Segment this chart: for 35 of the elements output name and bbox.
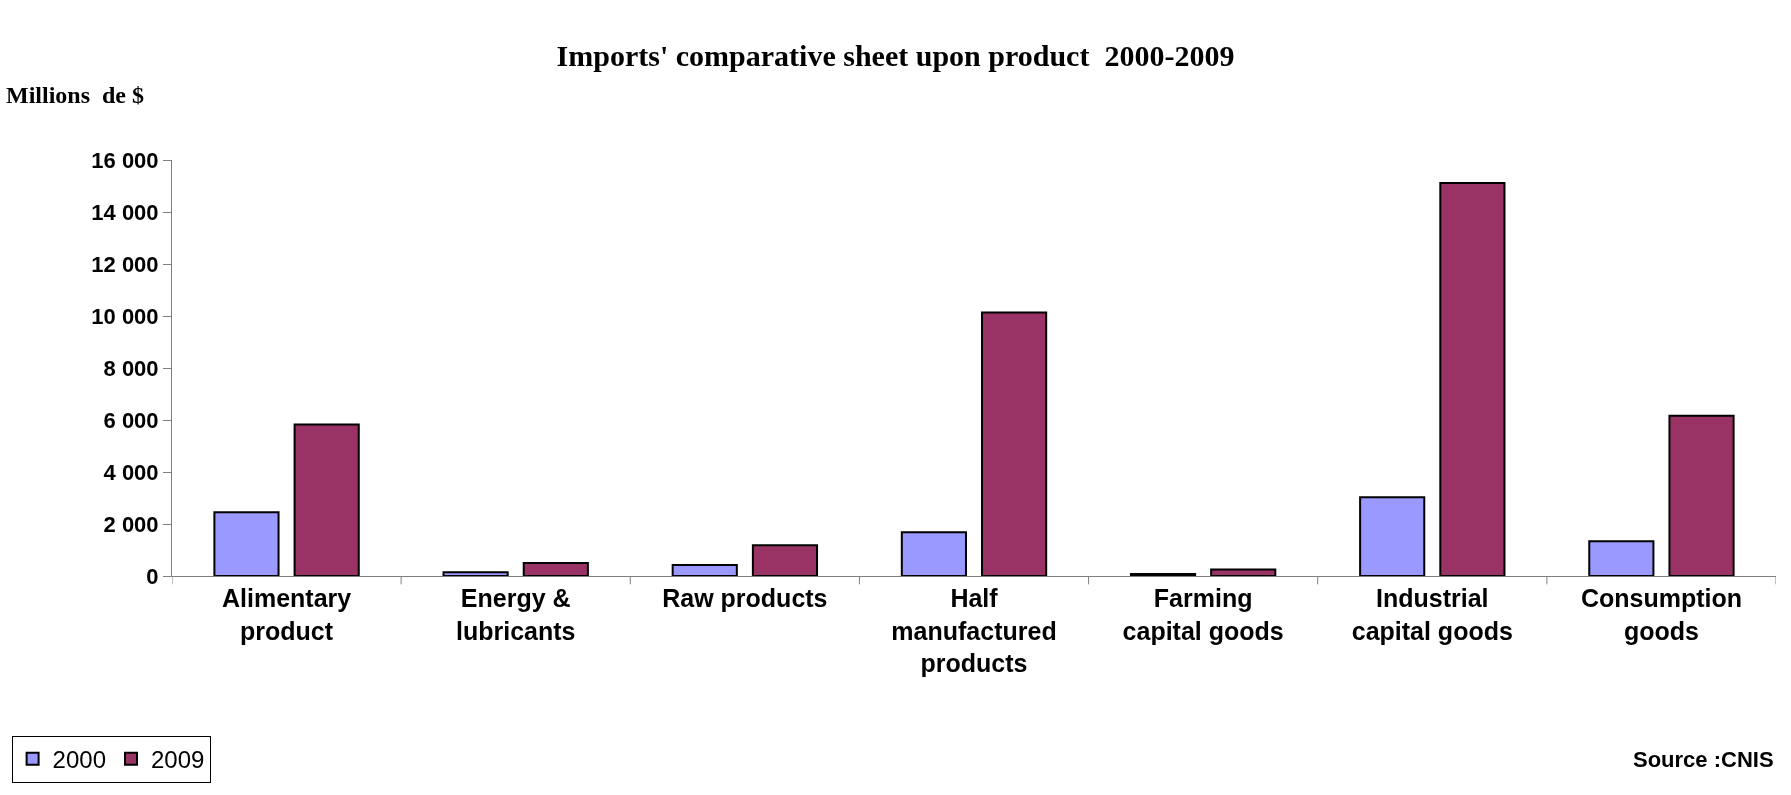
y-tick-label: 10 000 — [91, 303, 159, 329]
bar — [751, 544, 819, 576]
bar — [293, 423, 360, 576]
bar — [1359, 496, 1426, 576]
y-axis-title: Millions de $ — [6, 82, 145, 108]
x-tick-label: Raw products — [662, 584, 828, 612]
x-tick-label: Energy & lubricants — [455, 584, 576, 645]
chart-title: Imports' comparative sheet upon product 2000-2009 — [556, 39, 1235, 73]
bar — [1210, 568, 1277, 576]
bar — [442, 571, 509, 576]
legend-label: 2000 — [52, 746, 106, 773]
y-tick-label: 2 000 — [103, 511, 159, 537]
bar — [1129, 572, 1197, 576]
x-tick-label: Industrial capital goods — [1351, 584, 1513, 645]
bar — [1588, 540, 1655, 576]
bar — [213, 511, 280, 576]
x-tick-label: Half manufactured products — [891, 584, 1057, 677]
bar — [522, 562, 589, 576]
bar — [981, 311, 1048, 576]
source-note: Source :CNIS — [1633, 747, 1774, 772]
y-tick-label: 12 000 — [91, 251, 159, 277]
bar — [900, 531, 967, 576]
legend-label: 2009 — [150, 746, 205, 773]
bar — [671, 564, 738, 576]
x-tick-label: Farming capital goods — [1122, 584, 1284, 645]
x-tick-label: Alimentary product — [221, 584, 352, 645]
bar — [1439, 181, 1506, 576]
y-tick-label: 16 000 — [91, 147, 159, 173]
x-tick-label: Consumption goods — [1580, 584, 1742, 645]
y-tick-label: 6 000 — [103, 407, 159, 433]
y-tick-label: 8 000 — [103, 355, 159, 381]
y-tick-label: 14 000 — [91, 199, 159, 225]
bar — [1668, 414, 1735, 576]
y-tick-label: 4 000 — [103, 459, 159, 485]
y-tick-label: 0 — [146, 563, 159, 589]
